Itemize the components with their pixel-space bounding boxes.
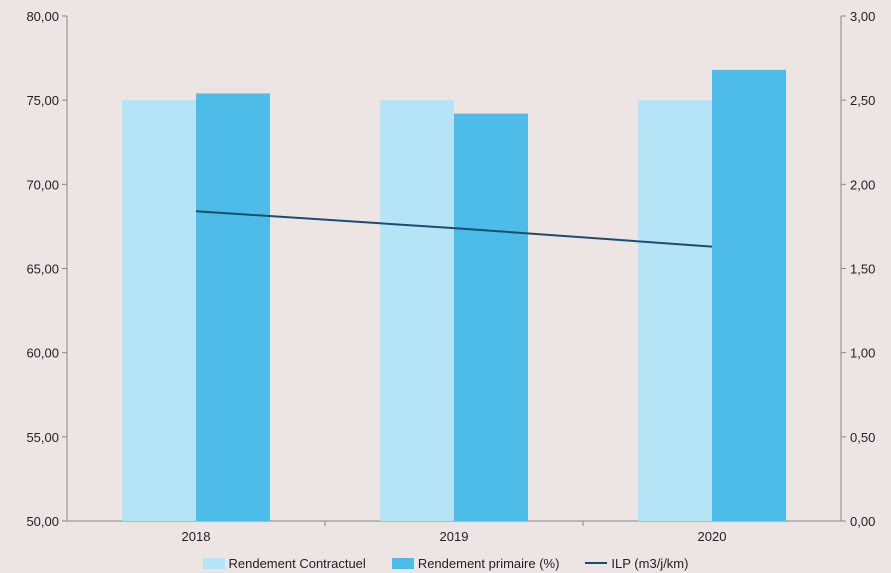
left-tick-label: 50,00	[26, 514, 59, 529]
legend-label-ilp: ILP (m3/j/km)	[611, 555, 689, 571]
right-tick-label: 0,00	[850, 514, 875, 529]
left-tick-label: 65,00	[26, 262, 59, 277]
legend: Rendement Contractuel Rendement primaire…	[0, 553, 891, 573]
bar-rendement-contractuel	[638, 100, 712, 522]
left-tick-label: 75,00	[26, 93, 59, 108]
bar-rendement-contractuel	[380, 100, 454, 522]
right-tick-label: 2,00	[850, 177, 875, 192]
right-tick-label: 0,50	[850, 430, 875, 445]
legend-label-primaire: Rendement primaire (%)	[417, 555, 560, 571]
x-tick-label: 2019	[440, 529, 469, 544]
bars	[122, 69, 786, 522]
left-tick-label: 70,00	[26, 177, 59, 192]
legend-item-primaire: Rendement primaire (%)	[391, 555, 560, 571]
legend-swatch-primaire	[391, 557, 414, 569]
right-axis-ticks: 0,00 0,50 1,00 1,50 2,00 2,50 3,00	[841, 9, 875, 529]
right-tick-label: 1,00	[850, 346, 875, 361]
right-tick-label: 1,50	[850, 262, 875, 277]
legend-item-ilp: ILP (m3/j/km)	[585, 556, 688, 571]
chart: 50,00 55,00 60,00 65,00 70,00 75,00 80,00 0,00…	[26, 9, 875, 544]
bar-rendement-primaire	[196, 93, 270, 521]
bar-rendement-contractuel	[122, 100, 196, 522]
left-tick-label: 55,00	[26, 430, 59, 445]
x-tick-label: 2020	[698, 529, 727, 544]
legend-swatch-ilp	[585, 562, 608, 564]
bar-rendement-primaire	[454, 113, 528, 521]
x-tick-label: 2018	[182, 529, 211, 544]
bar-rendement-primaire	[712, 69, 786, 521]
x-axis-labels: 2018 2019 2020	[182, 521, 727, 544]
ilp-line-layer	[195, 210, 713, 248]
legend-swatch-contractuel	[202, 557, 225, 569]
legend-label-contractuel: Rendement Contractuel	[228, 555, 366, 571]
left-tick-label: 80,00	[26, 9, 59, 24]
left-tick-label: 60,00	[26, 346, 59, 361]
right-tick-label: 3,00	[850, 9, 875, 24]
right-tick-label: 2,50	[850, 93, 875, 108]
left-axis-ticks: 50,00 55,00 60,00 65,00 70,00 75,00 80,00	[26, 9, 67, 529]
legend-item-contractuel: Rendement Contractuel	[202, 555, 366, 571]
ilp-line	[195, 210, 713, 248]
